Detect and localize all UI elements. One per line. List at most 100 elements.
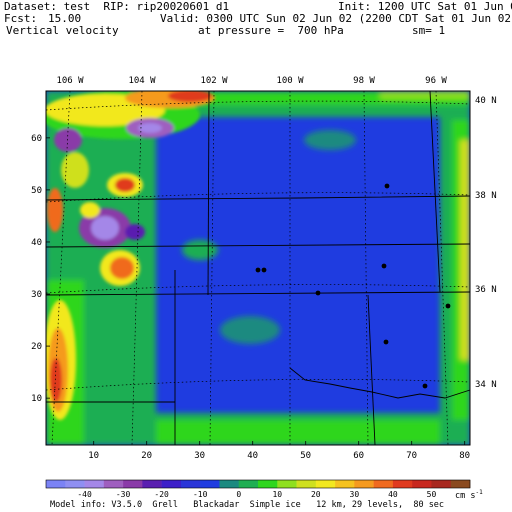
field-east-band-yellow (460, 140, 470, 360)
y-grid-tick-label: 60 (31, 134, 42, 144)
latitude-label: 36 N (475, 285, 497, 295)
colorbar-swatch (431, 480, 452, 488)
latitude-label: 40 N (475, 96, 497, 106)
latitude-label: 38 N (475, 191, 497, 201)
station-dot (383, 339, 389, 345)
longitude-label: 102 W (200, 76, 228, 86)
field-central-patch-2 (304, 130, 356, 150)
station-dot (422, 383, 428, 389)
colorbar-label: -20 (154, 490, 169, 499)
forecast-label: Fcst: (4, 12, 38, 25)
longitude-label: 96 W (425, 76, 447, 86)
boundary-red-river (289, 367, 471, 399)
x-grid-tick-label: 50 (300, 451, 311, 461)
colorbar-label: 40 (388, 490, 398, 499)
colorbar-label: 10 (272, 490, 282, 499)
plot-frame (45, 90, 471, 446)
longitude-label: 98 W (353, 76, 375, 86)
station-dot (445, 303, 451, 309)
x-grid-tick-label: 30 (194, 451, 205, 461)
colorbar-swatch (219, 480, 240, 488)
colorbar-swatch (180, 480, 201, 488)
x-grid-tick-label: 40 (247, 451, 258, 461)
colorbar-units: cm s-1 (455, 489, 483, 501)
station-dot (255, 267, 261, 273)
dataset-label: Dataset: test RIP: rip20020601 d1 (4, 0, 230, 13)
pressure-level-label: at pressure = 700 hPa (198, 24, 344, 37)
colorbar-swatch (277, 480, 297, 488)
station-dot (261, 267, 267, 273)
meridian-102w (209, 90, 215, 446)
colorbar-swatch (412, 480, 432, 488)
field-west-cell-1-red (115, 178, 135, 192)
x-grid-tick-label: 80 (459, 451, 470, 461)
lat-lon-grid (45, 90, 471, 446)
colorbar-swatch (450, 480, 471, 488)
colorbar-swatch (315, 480, 336, 488)
colorbar-swatch (46, 480, 66, 488)
field-west-cell-4-yellow (61, 152, 89, 188)
colorbar-label: -10 (193, 490, 208, 499)
longitude-label: 100 W (276, 76, 304, 86)
meridian-106w (51, 90, 71, 446)
colorbar-label: 30 (350, 490, 360, 499)
colorbar-swatch (238, 480, 259, 488)
field-west-cell-7-yellow (80, 202, 100, 218)
vertical-velocity-field (46, 91, 470, 445)
init-time-label: Init: 1200 UTC Sat 01 Jun 02 (338, 0, 512, 13)
meridian-98w (363, 90, 369, 446)
field-north-band-yellow (380, 91, 470, 99)
valid-time-label: Valid: 0300 UTC Sun 02 Jun 02 (2200 CDT … (160, 12, 512, 25)
field-sw-cell-red (50, 358, 62, 402)
field-west-cell-2-orange (110, 257, 134, 279)
field-nw-cell-red (168, 91, 212, 102)
smoothing-label: sm= 1 (412, 24, 446, 37)
field-west-cell-8-purple (125, 224, 145, 240)
parallel-38n (45, 192, 471, 203)
colorbar-swatch (335, 480, 355, 488)
y-grid-tick-label: 40 (31, 238, 42, 248)
colorbar-swatch (84, 480, 105, 488)
station-dot (384, 183, 390, 189)
colorbar-swatch (65, 480, 85, 488)
colorbar-swatch (373, 480, 394, 488)
field-name-label: Vertical velocity (6, 24, 119, 37)
boundary-ok-ks (45, 291, 471, 296)
field-west-cell-3-lilac (91, 216, 119, 240)
colorbar (45, 479, 471, 489)
parallel-40n (45, 100, 471, 111)
parallel-34n (45, 378, 471, 391)
colorbar-swatch (296, 480, 317, 488)
boundary-co-ks (207, 90, 210, 296)
field-nw-cell-lilac (138, 123, 162, 133)
boundary-ok-east (367, 294, 376, 446)
x-grid-tick-label: 70 (406, 451, 417, 461)
colorbar-swatch (123, 480, 143, 488)
meridian-104w (131, 90, 143, 446)
boundary-ks-ne (45, 243, 471, 248)
x-grid-tick-label: 60 (353, 451, 364, 461)
colorbar-swatch (258, 480, 278, 488)
y-grid-tick-label: 50 (31, 186, 42, 196)
boundary-ne-north (45, 195, 471, 201)
colorbar-swatch (142, 480, 162, 488)
field-west-cell-6-orange (47, 188, 63, 232)
colorbar-frame (45, 479, 471, 489)
meridian-96w (435, 90, 449, 446)
colorbar-labels: -40 -30 -20 -10 0 10 20 30 40 50 (77, 490, 436, 499)
y-grid-tick-label: 20 (31, 342, 42, 352)
y-grid-tick-label: 30 (31, 290, 42, 300)
station-dot (381, 263, 387, 269)
colorbar-label: 0 (236, 490, 241, 499)
parallel-36n (45, 284, 471, 294)
forecast-hour-value: 15.00 (48, 12, 82, 25)
y-grid-tick-label: 10 (31, 394, 42, 404)
axis-ticks (46, 137, 466, 445)
colorbar-swatch (392, 480, 413, 488)
colorbar-swatch (161, 480, 182, 488)
colorbar-label: 20 (311, 490, 321, 499)
state-boundaries (45, 90, 471, 446)
field-central-patch-3 (182, 240, 218, 260)
station-dot (315, 290, 321, 296)
colorbar-label: -40 (77, 490, 92, 499)
